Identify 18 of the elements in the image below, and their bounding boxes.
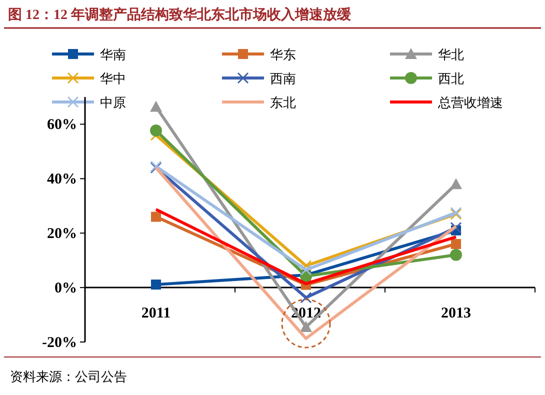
- y-tick-label: 60%: [47, 117, 77, 134]
- legend-label: 西南: [270, 71, 296, 86]
- legend-label: 西北: [438, 71, 464, 86]
- text: 资料来源：公司公告: [10, 369, 127, 384]
- y-tick-label: 40%: [47, 172, 77, 188]
- legend-label: 总营收增速: [437, 95, 503, 110]
- chart-title: 图 12：12 年调整产品结构致华北东北市场收入增速放缓: [8, 6, 352, 23]
- y-tick-label: 20%: [47, 226, 77, 242]
- legend-label: 东北: [270, 95, 296, 110]
- legend-label: 华南: [100, 47, 126, 62]
- y-tick-label: -20%: [42, 335, 77, 351]
- legend-label: 华北: [438, 47, 464, 62]
- legend-label: 中原: [100, 95, 126, 110]
- y-tick-label: 0%: [54, 280, 77, 297]
- x-tick-label: 2013: [441, 306, 471, 322]
- legend-label: 华中: [100, 71, 126, 86]
- x-tick-label: 2011: [141, 306, 171, 322]
- legend-label: 华东: [270, 47, 296, 62]
